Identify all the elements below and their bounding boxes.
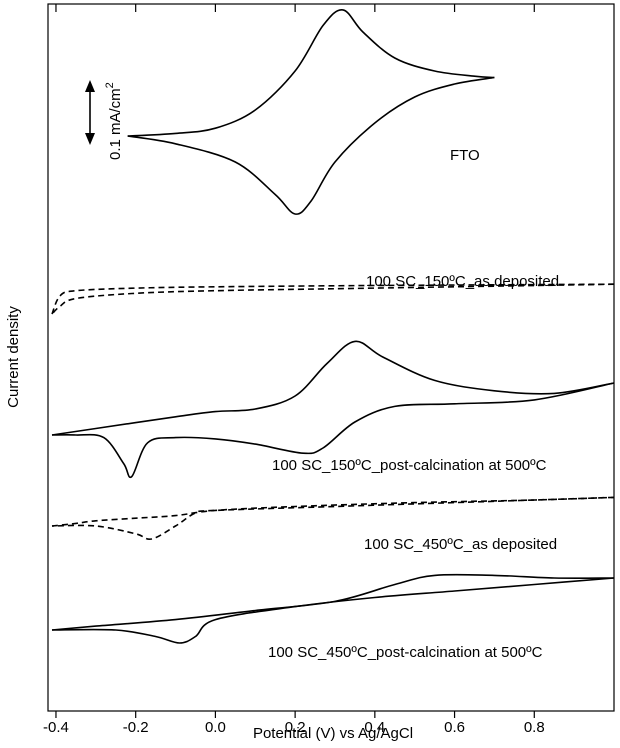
- x-tick-label: 0.0: [205, 719, 226, 736]
- x-tick-label: -0.4: [43, 719, 69, 736]
- series-4-reverse-line: [51, 577, 615, 644]
- series-label-150-as-deposited: 100 SC_150ºC_as deposited: [366, 273, 559, 290]
- x-tick-label: 0.8: [524, 719, 545, 736]
- x-axis-label: Potential (V) vs Ag/AgCl: [253, 725, 413, 742]
- series-2-reverse-line: [51, 382, 615, 479]
- scale-bar-label: 0.1 mA/cm2: [104, 82, 124, 160]
- x-tick-label: 0.6: [444, 719, 465, 736]
- scale-bar-superscript: 2: [104, 82, 116, 88]
- scale-bar: 0.1 mA/cm2: [85, 80, 124, 160]
- series-4-forward-line: [51, 573, 615, 631]
- series-label-fto: FTO: [450, 147, 480, 164]
- series-1-forward-line: [51, 283, 615, 315]
- series-label-450-as-deposited: 100 SC_450ºC_as deposited: [364, 536, 557, 553]
- series-0-reverse-line: [127, 76, 495, 215]
- x-tick-label: 0.4: [364, 719, 385, 736]
- series-0-forward-line: [127, 9, 495, 137]
- series-3-forward-line: [51, 496, 615, 527]
- series-label-450-post-calcination: 100 SC_450ºC_post-calcination at 500ºC: [268, 644, 543, 661]
- x-ticks: -0.4 -0.2 0.0 0.2 0.4 0.6 0.8: [43, 4, 545, 736]
- cv-curves: [51, 9, 615, 644]
- x-tick-label: -0.2: [123, 719, 149, 736]
- plot-frame: [47, 3, 615, 712]
- scale-bar-arrow-up-icon: [85, 80, 95, 92]
- x-tick-label: 0.2: [285, 719, 306, 736]
- series-label-150-post-calcination: 100 SC_150ºC_post-calcination at 500ºC: [272, 457, 547, 474]
- series-2-forward-line: [51, 340, 615, 436]
- series-1-reverse-line: [51, 283, 615, 315]
- scale-bar-arrow-down-icon: [85, 133, 95, 145]
- y-axis-label: Current density: [5, 306, 22, 408]
- scale-bar-text: 0.1 mA/cm: [107, 88, 124, 160]
